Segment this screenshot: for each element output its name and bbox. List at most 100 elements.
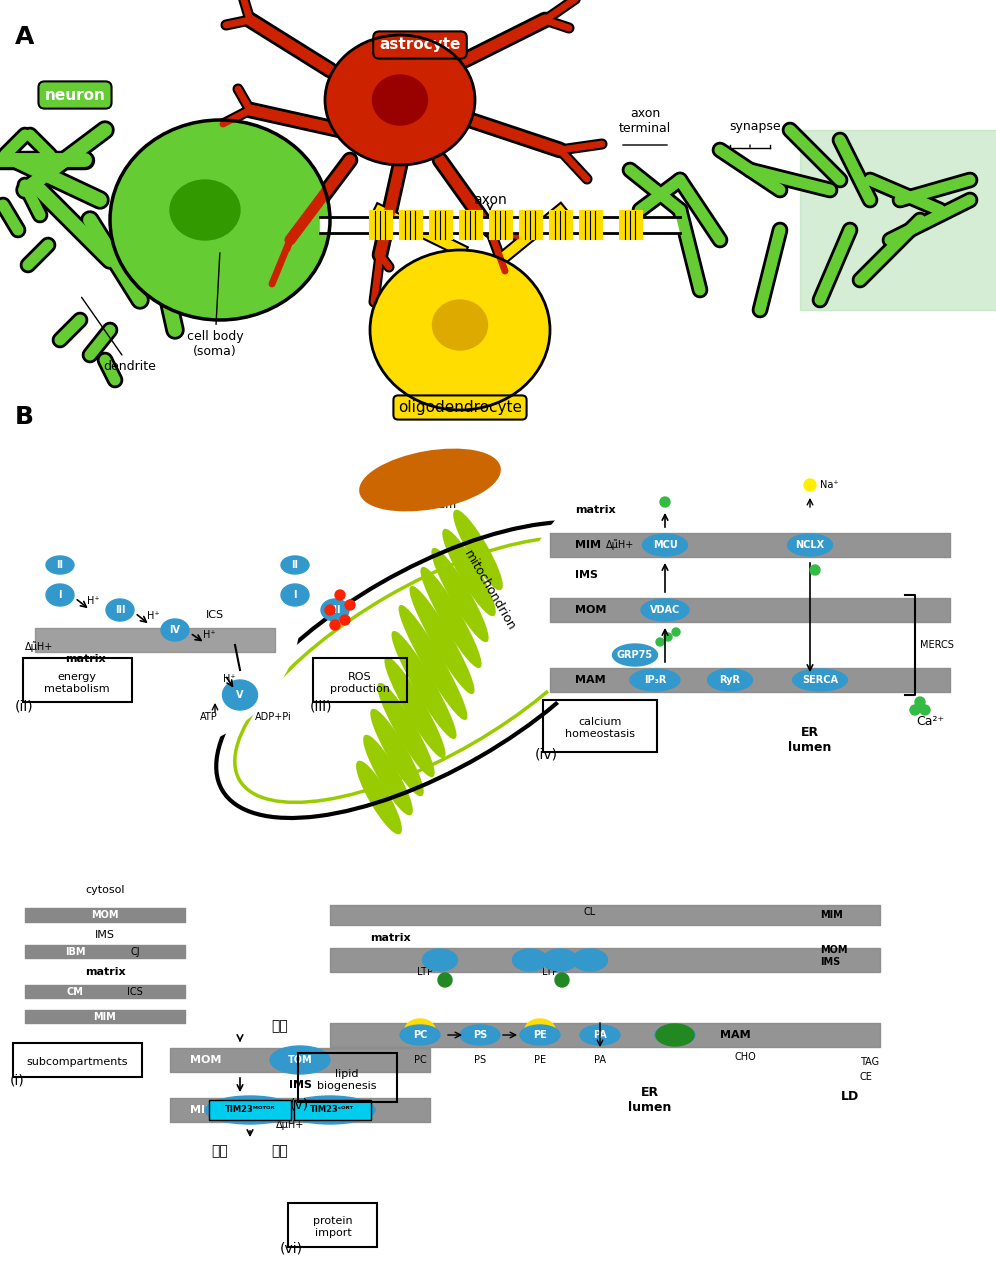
Text: ROS
production: ROS production	[330, 672, 390, 694]
Text: GRP75: GRP75	[617, 650, 653, 660]
Text: III: III	[115, 605, 125, 616]
Bar	[370, 211, 392, 239]
Text: MOM: MOM	[575, 605, 607, 616]
Text: MOM: MOM	[92, 910, 119, 920]
Ellipse shape	[656, 1024, 694, 1046]
Text: (vi): (vi)	[280, 1243, 303, 1255]
Text: ER
lumen: ER lumen	[788, 726, 832, 754]
Ellipse shape	[46, 583, 74, 607]
Text: TIM23ˢᴼᴿᵀ: TIM23ˢᴼᴿᵀ	[310, 1105, 354, 1114]
Text: (v): (v)	[290, 1097, 309, 1112]
Bar	[580, 211, 602, 239]
Text: IV: IV	[169, 625, 180, 635]
Text: ICS: ICS	[206, 610, 224, 619]
Ellipse shape	[145, 1015, 455, 1264]
Ellipse shape	[641, 599, 689, 621]
Text: MCU: MCU	[652, 540, 677, 550]
Text: PC: PC	[413, 1055, 426, 1065]
Circle shape	[340, 616, 350, 625]
Ellipse shape	[373, 75, 427, 125]
Text: NCLX: NCLX	[796, 540, 825, 550]
Text: IP₃R: IP₃R	[643, 675, 666, 685]
Text: PS: PS	[474, 1055, 486, 1065]
Text: MAM: MAM	[575, 675, 606, 685]
Text: LTP: LTP	[542, 968, 558, 977]
Ellipse shape	[410, 587, 473, 693]
Text: (iii): (iii)	[310, 699, 333, 713]
Text: axon: axon	[473, 193, 507, 207]
Circle shape	[804, 479, 816, 491]
Bar	[620, 211, 642, 239]
Ellipse shape	[46, 556, 74, 574]
Text: MIM: MIM	[190, 1105, 216, 1115]
Ellipse shape	[378, 684, 433, 776]
Text: dendrite: dendrite	[82, 297, 156, 373]
Text: (ii): (ii)	[15, 699, 34, 713]
Text: H⁺: H⁺	[147, 610, 160, 621]
Circle shape	[325, 605, 335, 616]
Text: Ca²⁺: Ca²⁺	[916, 714, 944, 729]
Ellipse shape	[110, 120, 330, 320]
Text: H⁺: H⁺	[88, 596, 101, 607]
Ellipse shape	[392, 632, 455, 738]
Text: matrix: matrix	[65, 654, 106, 664]
Circle shape	[330, 619, 340, 630]
Ellipse shape	[10, 470, 300, 750]
Text: I: I	[293, 590, 297, 600]
Text: oligodendrocyte: oligodendrocyte	[398, 400, 522, 415]
Text: PE: PE	[533, 1031, 547, 1040]
Ellipse shape	[443, 529, 495, 616]
Text: ⌒⌒: ⌒⌒	[211, 1144, 228, 1158]
Ellipse shape	[573, 950, 608, 971]
Text: III: III	[330, 605, 341, 616]
Ellipse shape	[106, 599, 134, 621]
Text: (iv): (iv)	[535, 747, 558, 761]
Text: PC: PC	[412, 1031, 427, 1040]
Text: RyR: RyR	[719, 675, 740, 685]
Ellipse shape	[613, 644, 657, 666]
Text: protein
import: protein import	[313, 1216, 353, 1237]
Circle shape	[660, 497, 670, 508]
Text: IMS: IMS	[95, 930, 115, 941]
Circle shape	[910, 705, 920, 714]
Bar	[430, 211, 452, 239]
Circle shape	[438, 973, 452, 987]
Ellipse shape	[520, 1025, 560, 1045]
Text: MAM: MAM	[720, 1031, 751, 1040]
Ellipse shape	[170, 180, 240, 240]
Ellipse shape	[365, 736, 411, 815]
Ellipse shape	[793, 669, 848, 691]
Text: (i): (i)	[10, 1074, 25, 1088]
Text: CJ: CJ	[130, 947, 139, 957]
Text: LTP: LTP	[417, 968, 433, 977]
Text: V: V	[236, 690, 244, 700]
Text: MERCS: MERCS	[920, 640, 954, 650]
Text: Δμ̃H+: Δμ̃H+	[606, 540, 634, 550]
FancyBboxPatch shape	[294, 1100, 371, 1121]
Text: CL: CL	[584, 907, 597, 917]
Ellipse shape	[361, 450, 499, 510]
Text: synapse: synapse	[729, 120, 781, 134]
Text: endoplasmic
reticulum: endoplasmic reticulum	[394, 488, 465, 510]
Ellipse shape	[270, 1046, 330, 1074]
Ellipse shape	[205, 1096, 295, 1124]
Bar	[400, 211, 422, 239]
Text: subcompartments: subcompartments	[26, 1058, 127, 1067]
Ellipse shape	[370, 251, 550, 410]
Ellipse shape	[707, 669, 753, 691]
Text: PA: PA	[594, 1055, 606, 1065]
Ellipse shape	[655, 1025, 695, 1045]
Text: ATP: ATP	[200, 712, 218, 722]
Text: ER
lumen: ER lumen	[628, 1086, 671, 1114]
Ellipse shape	[216, 522, 643, 819]
Text: VDAC: VDAC	[649, 605, 680, 616]
Text: astrocyte: astrocyte	[379, 37, 461, 53]
Text: TIM23ᴹᴼᵀᴼᴿ: TIM23ᴹᴼᵀᴼᴿ	[225, 1105, 275, 1114]
Circle shape	[915, 696, 925, 707]
Text: matrix: matrix	[85, 968, 125, 977]
Text: TOM: TOM	[288, 1055, 313, 1065]
Text: A: A	[15, 24, 35, 49]
Ellipse shape	[421, 568, 480, 667]
Text: LD: LD	[841, 1090, 860, 1103]
Text: energy
metabolism: energy metabolism	[44, 672, 110, 694]
